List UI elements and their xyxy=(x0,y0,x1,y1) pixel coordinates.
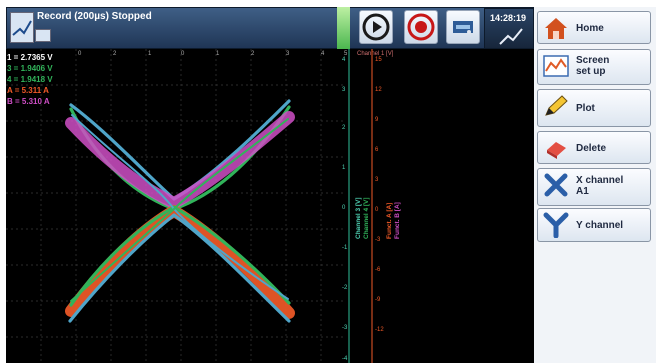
play-icon xyxy=(362,13,390,41)
axis-tick-label: 4 xyxy=(342,57,346,63)
axis-tick-label: 2 xyxy=(342,125,346,131)
record-mode-icon[interactable] xyxy=(10,12,34,43)
y-axis-icon xyxy=(543,212,569,238)
axis-tick-label: 0 xyxy=(342,205,346,211)
axis-tick-label: -6 xyxy=(375,267,381,273)
x-tick-label: 0 xyxy=(181,51,185,57)
record-icon xyxy=(407,13,435,41)
curve-green-cross-b xyxy=(70,118,289,302)
channel-1-label: Channel 1 [V] xyxy=(357,51,394,57)
x-channel-label-line2: A1 xyxy=(576,186,589,197)
axis-tick-label: 6 xyxy=(375,147,379,153)
x-tick-label: 4 xyxy=(321,51,325,57)
screen-setup-icon xyxy=(543,55,569,77)
axis-tick-label: -12 xyxy=(375,327,384,333)
axis-tick-label: -9 xyxy=(375,297,381,303)
vert-label-funct-b: Funct. B [A] xyxy=(394,202,401,239)
axis-tick-label: -3 xyxy=(375,237,381,243)
x-channel-label-line1: X channel xyxy=(576,175,624,186)
axis-tick-label: -4 xyxy=(342,356,348,362)
x-tick-label: 1 xyxy=(148,51,152,57)
x-tick-label: 2 xyxy=(251,51,255,57)
readout-b: B = 5.310 A xyxy=(7,97,50,106)
vert-label-channel-3: Channel 3 [V] xyxy=(355,197,362,239)
plot-button[interactable]: Plot xyxy=(537,89,651,127)
x-tick-label: 5 xyxy=(344,51,348,57)
x-tick-label: 0 xyxy=(78,51,82,57)
lissajous-curves xyxy=(65,99,295,323)
delete-button[interactable]: Delete xyxy=(537,131,651,164)
x-tick-label: 2 xyxy=(113,51,117,57)
curve-cyan-lower xyxy=(68,213,291,323)
y-channel-button[interactable]: Y channel xyxy=(537,208,651,242)
pencil-icon xyxy=(545,95,568,116)
axis-tick-label: -1 xyxy=(342,245,348,251)
record-button[interactable] xyxy=(404,10,438,44)
trend-icon xyxy=(499,28,523,45)
home-button[interactable]: Home xyxy=(537,11,651,44)
home-label: Home xyxy=(576,23,604,34)
record-status-title: Record (200µs) Stopped xyxy=(37,11,152,22)
side-menu: Home Screen set up Plot Delete xyxy=(534,7,656,363)
play-button[interactable] xyxy=(359,10,393,44)
delete-label: Delete xyxy=(576,143,607,154)
x-channel-button[interactable]: X channel A1 xyxy=(537,168,651,206)
clock-panel: 14:28:19 xyxy=(484,8,534,49)
clock-time: 14:28:19 xyxy=(490,13,527,23)
axis-tick-label: 1 xyxy=(342,165,346,171)
vert-label-funct-a: Funct. A [A] xyxy=(386,203,393,239)
small-tab-icon[interactable] xyxy=(35,29,51,42)
screen-setup-label-line1: Screen xyxy=(576,55,610,66)
home-icon xyxy=(545,18,567,39)
xy-plot-area[interactable]: 0 2 1 0 1 2 3 4 5 Channel 1 [V] 1 = 2.73… xyxy=(6,49,534,363)
record-progress-bar xyxy=(337,7,350,49)
plot-label: Plot xyxy=(576,103,595,114)
readout-3: 3 = 1.9406 V xyxy=(7,64,53,73)
readout-a: A = 5.311 A xyxy=(7,86,49,95)
axis-tick-label: -3 xyxy=(342,325,348,331)
axis-tick-label: 3 xyxy=(342,87,346,93)
curve-pink-upper xyxy=(65,111,295,209)
axis-tick-label: 12 xyxy=(375,87,382,93)
curve-green-lower xyxy=(69,205,291,307)
screen-setup-button[interactable]: Screen set up xyxy=(537,49,651,85)
screen-setup-label-line2: set up xyxy=(576,66,606,77)
readout-1: 1 = 2.7365 V xyxy=(7,53,53,62)
axis-tick-label: 0 xyxy=(375,207,379,213)
storage-button[interactable] xyxy=(446,10,480,44)
storage-icon xyxy=(453,21,473,34)
axis-tick-label: 3 xyxy=(375,177,379,183)
x-tick-label: 3 xyxy=(286,51,290,57)
x-axis-icon xyxy=(544,173,568,197)
eraser-icon xyxy=(547,142,566,159)
y-channel-label: Y channel xyxy=(576,220,624,231)
readout-4: 4 = 1.9418 V xyxy=(7,75,53,84)
axis-tick-label: 9 xyxy=(375,117,379,123)
axis-tick-label: 15 xyxy=(375,57,382,63)
axis-tick-label: -2 xyxy=(342,285,348,291)
x-tick-label: 1 xyxy=(216,51,220,57)
vert-label-channel-4: Channel 4 [V] xyxy=(363,197,370,239)
